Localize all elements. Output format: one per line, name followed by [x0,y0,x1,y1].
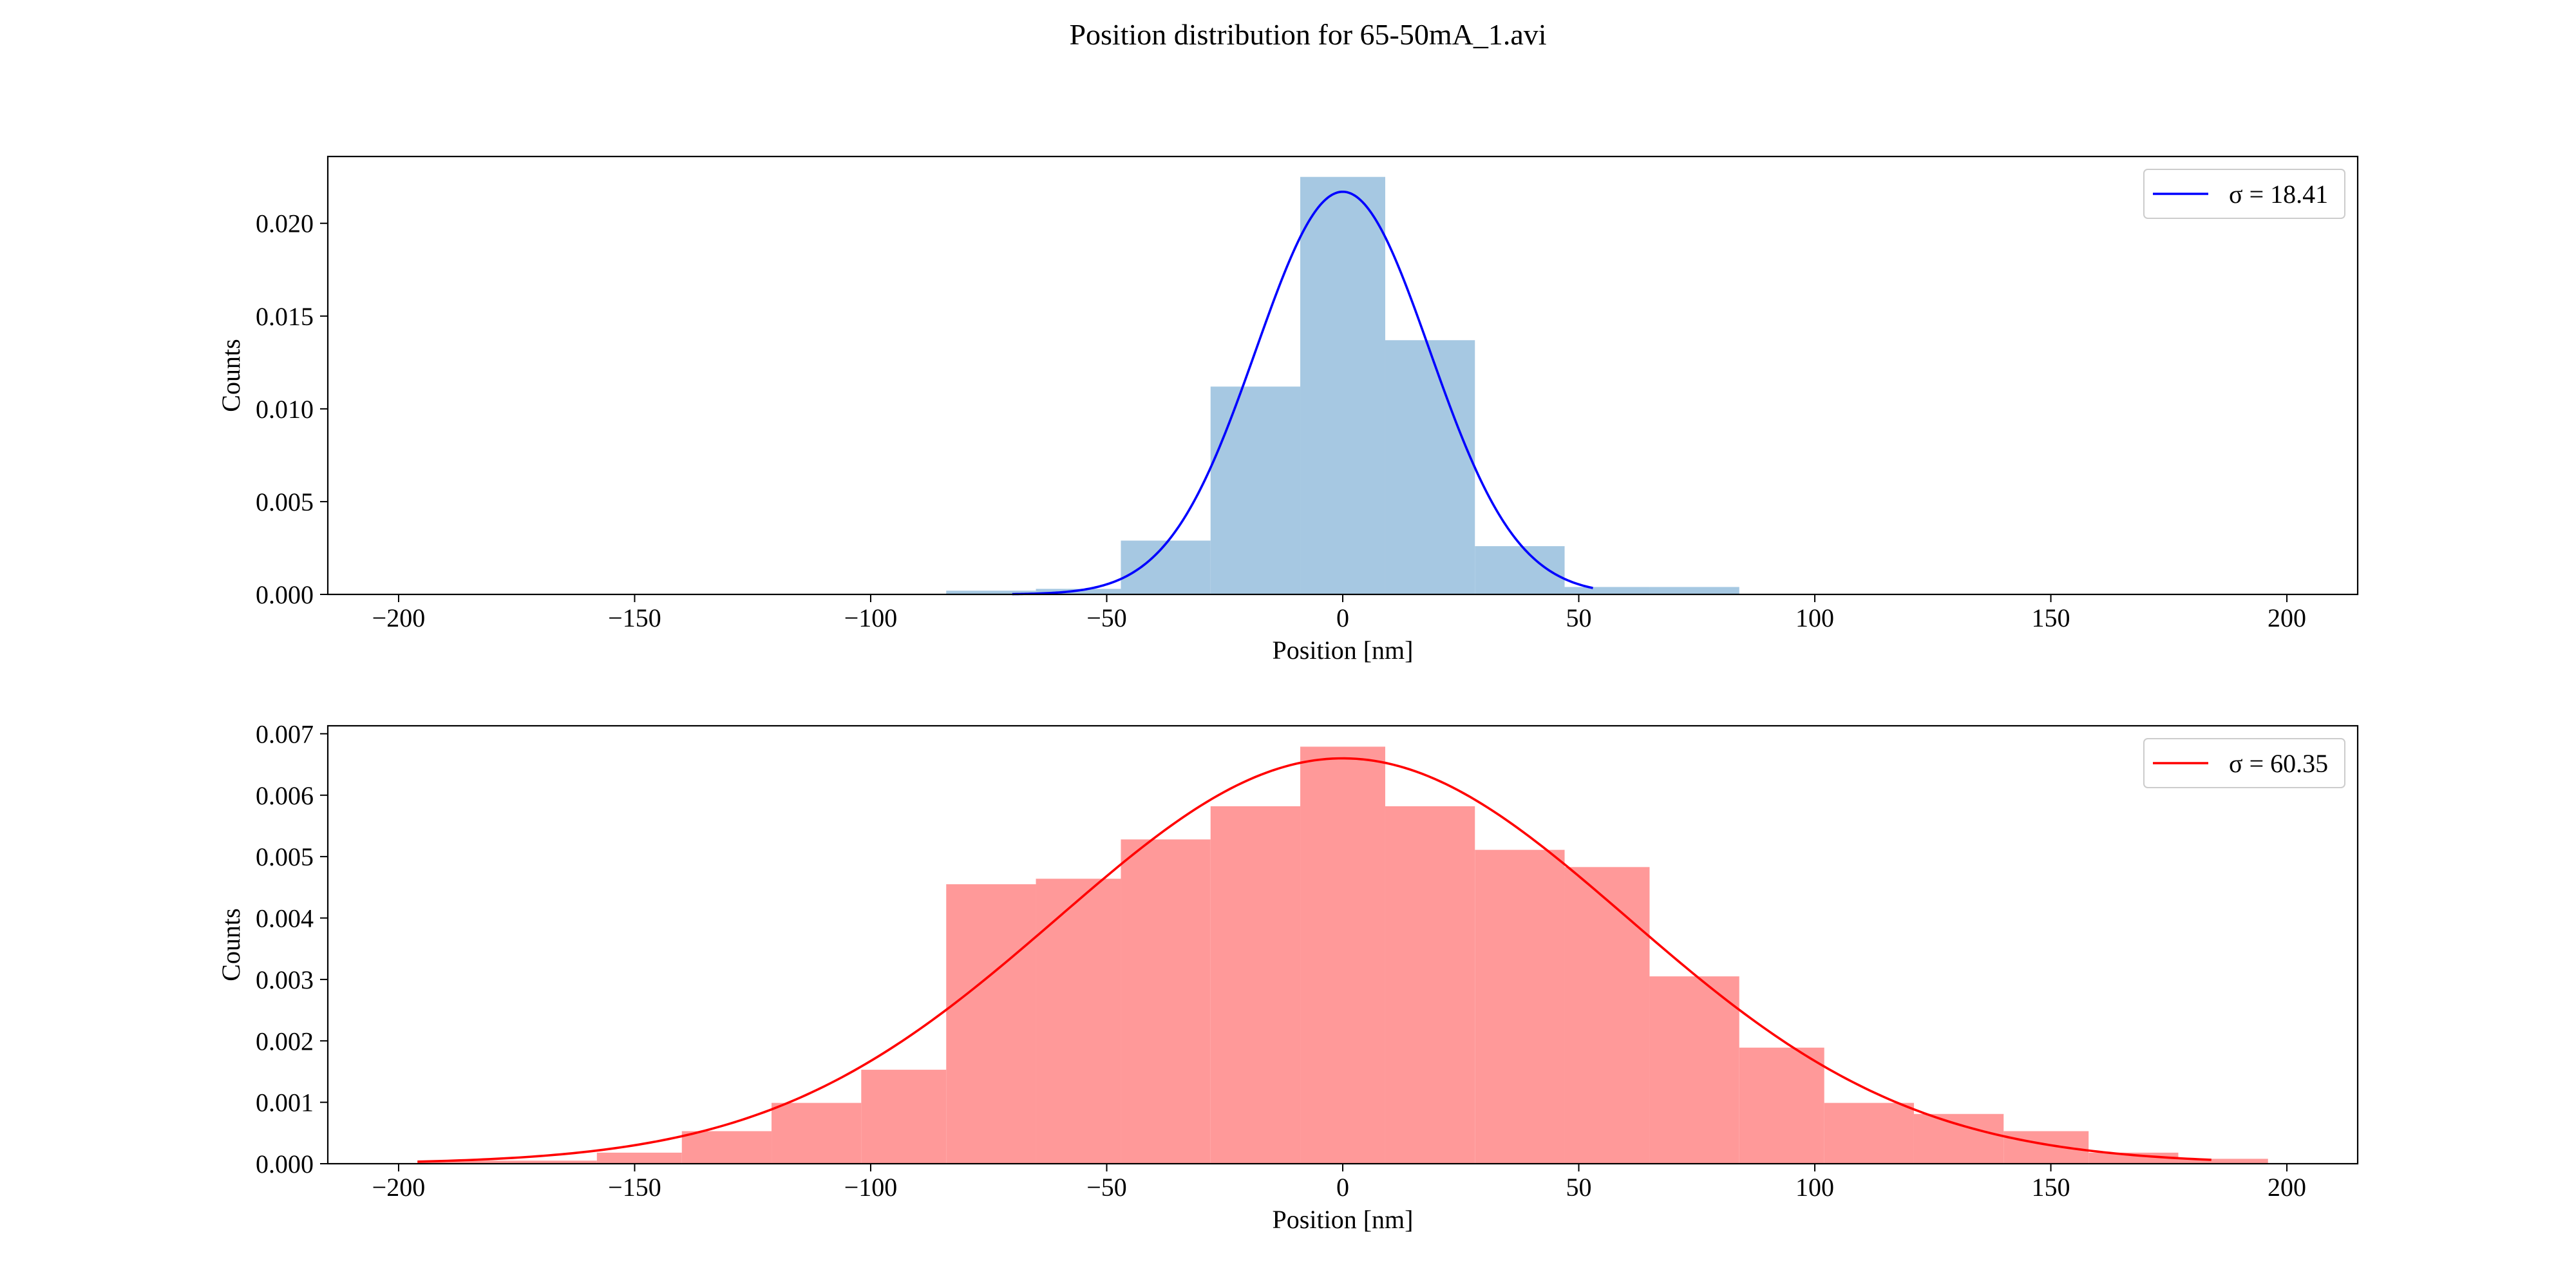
histogram-bar-10 [1300,746,1385,1164]
histogram-panel-bottom: −200 −150 −100 −50 0 50 100 150 200 0.000 0.001 0.0… [216,719,2359,1234]
y-axis-label: Counts [216,908,245,981]
y-tick-label: 0.002 [256,1027,314,1056]
x-tick-label: −200 [372,603,426,632]
legend-label: σ = 60.35 [2229,749,2328,778]
histogram-bar-0 [417,1160,507,1164]
histogram-panel-top: −200 −150 −100 −50 0 50 100 150 200 0.000 0.005 0.0… [216,155,2359,665]
legend: σ = 18.41 [2143,169,2345,219]
histogram-bar-19 [2088,1152,2179,1164]
histogram-bar-18 [2003,1131,2089,1164]
y-tick-label: 0.004 [256,904,314,933]
histogram-bar-6 [946,884,1036,1164]
x-tick-label: −200 [372,1173,426,1202]
histogram-bar-16 [1824,1103,1914,1164]
x-tick-label: 200 [2268,603,2306,632]
legend-box [2143,738,2345,788]
histogram-bar-12 [1475,849,1565,1164]
y-tick-label: 0.006 [256,781,314,810]
y-tick-label: 0.000 [256,1150,314,1179]
x-tick-label: 50 [1566,603,1592,632]
histogram-bar-4 [772,1103,862,1164]
y-tick-label: 0.020 [256,209,314,238]
histogram-bar-17 [1913,1113,2004,1164]
histogram-bar-0 [946,591,1036,594]
x-tick-label: 100 [1795,1173,1834,1202]
histogram-bar-1 [507,1160,597,1164]
histogram-bar-4 [1300,176,1385,594]
x-tick-label: −150 [608,1173,661,1202]
x-tick-label: 0 [1336,603,1349,632]
histogram-bar-14 [1649,976,1739,1164]
histogram-bar-9 [1210,806,1301,1164]
histogram-bar-3 [681,1131,772,1164]
histogram-bar-7 [1036,878,1121,1164]
histogram-bar-2 [596,1152,682,1164]
histogram-bar-5 [861,1070,947,1164]
figure-title: Position distribution for 65-50mA_1.avi [1069,18,1546,51]
x-axis-label: Position [nm] [1273,636,1414,665]
histogram-bar-13 [1564,867,1650,1164]
histogram-bar-20 [2178,1159,2268,1164]
gaussian-fit-curve [417,757,2211,1163]
y-tick-label: 0.015 [256,302,314,331]
histogram-bar-2 [1121,540,1211,594]
y-axis-label: Counts [216,339,245,412]
x-tick-label: 200 [2268,1173,2306,1202]
x-tick-label: −100 [844,1173,898,1202]
y-tick-label: 0.005 [256,842,314,871]
x-tick-label: 150 [2032,603,2070,632]
histogram-bar-11 [1385,806,1475,1164]
legend-label: σ = 18.41 [2229,180,2328,209]
legend: σ = 60.35 [2143,738,2345,788]
y-tick-label: 0.005 [256,488,314,516]
histogram-bar-8 [1121,839,1211,1164]
x-axis-label: Position [nm] [1273,1205,1414,1234]
x-tick-label: 0 [1336,1173,1349,1202]
x-tick-label: −100 [844,603,898,632]
histogram-bar-3 [1210,386,1301,594]
x-tick-label: 50 [1566,1173,1592,1202]
y-tick-label: 0.000 [256,580,314,609]
x-tick-label: −50 [1086,1173,1127,1202]
y-tick-label: 0.007 [256,719,314,748]
legend-box [2143,169,2345,219]
x-tick-label: 100 [1795,603,1834,632]
y-tick-label: 0.001 [256,1088,314,1117]
x-tick-label: −50 [1086,603,1127,632]
x-tick-label: 150 [2032,1173,2070,1202]
y-tick-label: 0.010 [256,395,314,424]
histogram-bar-8 [1649,587,1739,594]
x-tick-label: −150 [608,603,661,632]
y-tick-label: 0.003 [256,965,314,994]
histogram-bar-6 [1475,546,1565,594]
gaussian-fit-curve [1012,190,1593,596]
histogram-bar-15 [1739,1047,1824,1164]
histogram-bar-7 [1564,587,1650,594]
histogram-bar-5 [1385,340,1475,594]
